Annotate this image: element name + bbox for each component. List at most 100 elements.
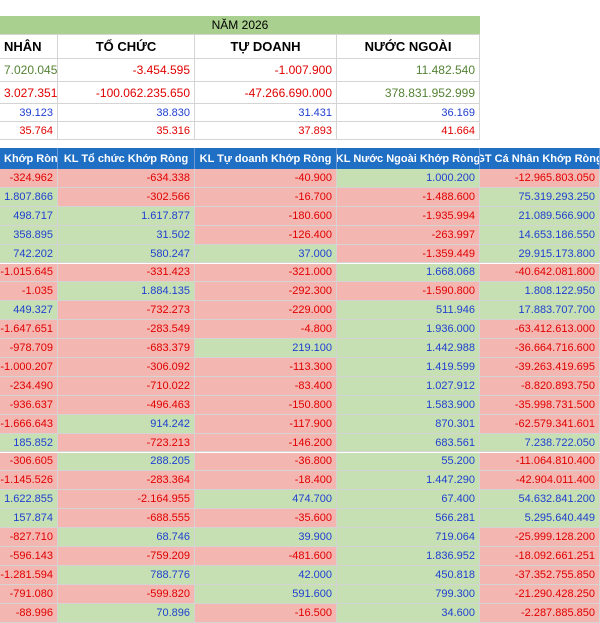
- cell-institution-volume[interactable]: 288.205: [58, 452, 195, 472]
- cell-institution-volume[interactable]: -683.379: [58, 339, 195, 358]
- cell-individual-value[interactable]: 75.319.293.250: [480, 187, 600, 207]
- cell-foreign-volume[interactable]: 1.419.599: [337, 358, 480, 377]
- cell-individual-value[interactable]: 54.632.841.200: [480, 490, 600, 510]
- cell-proprietary-volume[interactable]: -40.900: [195, 169, 337, 188]
- cell-individual-value[interactable]: 17.883.707.700: [480, 301, 600, 321]
- cell-individual-volume[interactable]: 157.874: [0, 509, 58, 529]
- cell-individual-volume[interactable]: -1.647.651: [0, 320, 58, 340]
- cell-proprietary-volume[interactable]: -16.500: [195, 603, 337, 623]
- cell-proprietary-volume[interactable]: 591.600: [195, 584, 337, 604]
- cell-institution-volume[interactable]: 580.247: [58, 244, 195, 264]
- cell-proprietary-volume[interactable]: -481.600: [195, 547, 337, 566]
- cell-foreign-volume[interactable]: 1.447.290: [337, 471, 480, 491]
- cell-individual-value[interactable]: 7.238.722.050: [480, 433, 600, 453]
- cell-proprietary-volume[interactable]: -292.300: [195, 282, 337, 302]
- summary-value-individual[interactable]: 3.027.351: [0, 82, 58, 104]
- cell-proprietary-volume[interactable]: 39.900: [195, 528, 337, 547]
- summary-row3-institution[interactable]: 38.830: [58, 104, 195, 122]
- cell-proprietary-volume[interactable]: -113.300: [195, 358, 337, 377]
- cell-institution-volume[interactable]: -732.273: [58, 301, 195, 321]
- summary-header-individual[interactable]: NHÂN: [0, 35, 58, 59]
- cell-individual-value[interactable]: -18.092.661.251: [480, 547, 600, 566]
- summary-volume-institution[interactable]: -3.454.595: [58, 59, 195, 82]
- column-header-foreign-volume[interactable]: KL Nước Ngoài Khớp Ròng: [337, 148, 480, 169]
- cell-foreign-volume[interactable]: 1.836.952: [337, 547, 480, 566]
- cell-institution-volume[interactable]: 68.746: [58, 528, 195, 547]
- cell-foreign-volume[interactable]: 450.818: [337, 565, 480, 585]
- cell-foreign-volume[interactable]: 870.301: [337, 414, 480, 434]
- cell-individual-value[interactable]: -42.904.011.400: [480, 471, 600, 491]
- cell-individual-volume[interactable]: -978.709: [0, 339, 58, 358]
- cell-foreign-volume[interactable]: -1.935.994: [337, 206, 480, 226]
- cell-individual-volume[interactable]: -596.143: [0, 547, 58, 566]
- cell-foreign-volume[interactable]: 1.583.900: [337, 395, 480, 415]
- cell-individual-volume[interactable]: 498.717: [0, 206, 58, 226]
- cell-individual-value[interactable]: -21.290.428.250: [480, 584, 600, 604]
- cell-proprietary-volume[interactable]: -36.800: [195, 452, 337, 472]
- cell-institution-volume[interactable]: -710.022: [58, 376, 195, 396]
- cell-proprietary-volume[interactable]: -321.000: [195, 263, 337, 283]
- summary-row4-institution[interactable]: 35.316: [58, 122, 195, 140]
- cell-proprietary-volume[interactable]: -150.800: [195, 395, 337, 415]
- cell-institution-volume[interactable]: 788.776: [58, 565, 195, 585]
- summary-value-proprietary[interactable]: -47.266.690.000: [195, 82, 337, 104]
- cell-institution-volume[interactable]: -283.549: [58, 320, 195, 340]
- column-header-proprietary-volume[interactable]: KL Tự doanh Khớp Ròng: [195, 148, 337, 169]
- cell-institution-volume[interactable]: -331.423: [58, 263, 195, 283]
- cell-institution-volume[interactable]: 1.884.135: [58, 282, 195, 302]
- cell-foreign-volume[interactable]: 1.442.988: [337, 339, 480, 358]
- summary-row3-proprietary[interactable]: 31.431: [195, 104, 337, 122]
- summary-row3-foreign[interactable]: 36.169: [337, 104, 480, 122]
- cell-proprietary-volume[interactable]: -146.200: [195, 433, 337, 453]
- cell-proprietary-volume[interactable]: -117.900: [195, 414, 337, 434]
- cell-individual-value[interactable]: -2.287.885.850: [480, 603, 600, 623]
- summary-value-institution[interactable]: -100.062.235.650: [58, 82, 195, 104]
- cell-institution-volume[interactable]: -759.209: [58, 547, 195, 566]
- cell-institution-volume[interactable]: -599.820: [58, 584, 195, 604]
- summary-header-institution[interactable]: TỔ CHỨC: [58, 35, 195, 59]
- cell-institution-volume[interactable]: 70.896: [58, 603, 195, 623]
- cell-institution-volume[interactable]: -496.463: [58, 395, 195, 415]
- cell-individual-volume[interactable]: -1.015.645: [0, 263, 58, 283]
- summary-row4-proprietary[interactable]: 37.893: [195, 122, 337, 140]
- column-header-institution-volume[interactable]: KL Tổ chức Khớp Ròng: [58, 148, 195, 169]
- summary-value-foreign[interactable]: 378.831.952.999: [337, 82, 480, 104]
- cell-proprietary-volume[interactable]: -16.700: [195, 187, 337, 207]
- summary-header-proprietary[interactable]: TỰ DOANH: [195, 35, 337, 59]
- cell-individual-volume[interactable]: -791.080: [0, 584, 58, 604]
- cell-individual-value[interactable]: -11.064.810.400: [480, 452, 600, 472]
- cell-institution-volume[interactable]: -306.092: [58, 358, 195, 377]
- summary-volume-individual[interactable]: 7.020.045: [0, 59, 58, 82]
- summary-row4-individual[interactable]: 35.764: [0, 122, 58, 140]
- cell-individual-value[interactable]: -12.965.803.050: [480, 169, 600, 188]
- cell-foreign-volume[interactable]: 34.600: [337, 603, 480, 623]
- cell-individual-value[interactable]: -8.820.893.750: [480, 376, 600, 396]
- cell-institution-volume[interactable]: 31.502: [58, 225, 195, 245]
- cell-foreign-volume[interactable]: 566.281: [337, 509, 480, 529]
- cell-individual-value[interactable]: 21.089.566.900: [480, 206, 600, 226]
- cell-proprietary-volume[interactable]: -83.400: [195, 376, 337, 396]
- cell-individual-value[interactable]: 1.808.122.950: [480, 282, 600, 302]
- cell-foreign-volume[interactable]: 683.561: [337, 433, 480, 453]
- cell-institution-volume[interactable]: -723.213: [58, 433, 195, 453]
- cell-institution-volume[interactable]: -634.338: [58, 169, 195, 188]
- cell-proprietary-volume[interactable]: 42.000: [195, 565, 337, 585]
- cell-foreign-volume[interactable]: 1.936.000: [337, 320, 480, 340]
- cell-proprietary-volume[interactable]: -180.600: [195, 206, 337, 226]
- summary-volume-proprietary[interactable]: -1.007.900: [195, 59, 337, 82]
- cell-proprietary-volume[interactable]: 219.100: [195, 339, 337, 358]
- cell-individual-volume[interactable]: 358.895: [0, 225, 58, 245]
- cell-proprietary-volume[interactable]: -229.000: [195, 301, 337, 321]
- cell-foreign-volume[interactable]: 1.027.912: [337, 376, 480, 396]
- cell-foreign-volume[interactable]: 1.000.200: [337, 169, 480, 188]
- cell-individual-volume[interactable]: -1.000.207: [0, 358, 58, 377]
- summary-row4-foreign[interactable]: 41.664: [337, 122, 480, 140]
- cell-foreign-volume[interactable]: -1.590.800: [337, 282, 480, 302]
- column-header-individual-value[interactable]: GT Cá Nhân Khớp Ròng: [480, 148, 600, 169]
- cell-individual-volume[interactable]: 1.807.866: [0, 187, 58, 207]
- cell-individual-volume[interactable]: 742.202: [0, 244, 58, 264]
- cell-proprietary-volume[interactable]: -4.800: [195, 320, 337, 340]
- cell-individual-volume[interactable]: 449.327: [0, 301, 58, 321]
- cell-individual-volume[interactable]: -827.710: [0, 528, 58, 547]
- cell-individual-volume[interactable]: -1.145.526: [0, 471, 58, 491]
